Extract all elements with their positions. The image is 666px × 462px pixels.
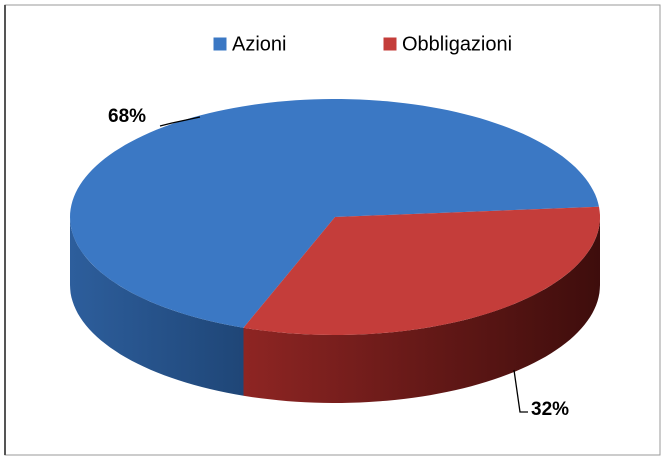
legend-swatch [382, 36, 398, 52]
leader-line [513, 369, 528, 413]
data-label: 68% [108, 106, 146, 127]
legend-label: Obbligazioni [402, 33, 512, 55]
slice [243, 206, 600, 335]
data-label: 32% [531, 399, 569, 420]
legend-swatch [212, 36, 228, 52]
slice-side [70, 217, 244, 396]
legend-label: Azioni [232, 33, 286, 55]
slice-side [243, 217, 600, 403]
slice [70, 99, 599, 328]
leader-line [159, 116, 201, 127]
